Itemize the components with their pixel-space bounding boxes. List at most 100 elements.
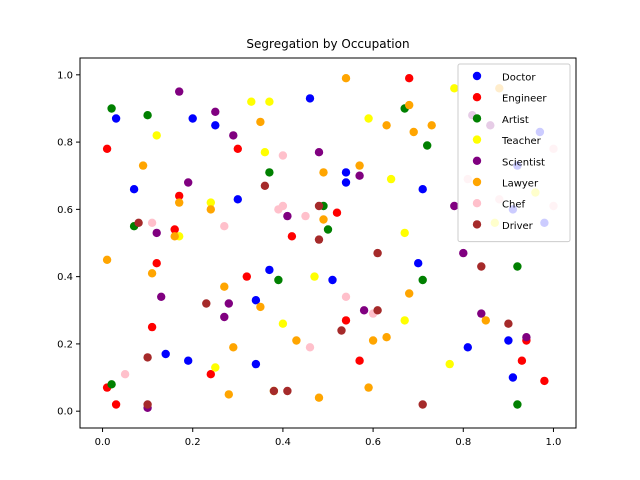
point-doctor-11 <box>328 275 337 285</box>
y-tick-label: 0.4 <box>57 272 73 283</box>
legend-label-doctor: Doctor <box>502 73 536 84</box>
point-lawyer-1 <box>138 161 148 170</box>
point-teacher-5 <box>260 148 270 157</box>
point-chef-1 <box>147 218 157 227</box>
legend-marker-engineer <box>472 93 482 102</box>
point-doctor-14 <box>414 259 423 268</box>
point-chef-0 <box>120 370 130 379</box>
point-driver-13 <box>477 262 486 271</box>
point-lawyer-7 <box>224 390 233 399</box>
point-driver-0 <box>134 218 143 227</box>
point-teacher-11 <box>386 174 396 184</box>
x-axis: 0.0 0.2 0.4 0.6 0.8 1.0 <box>95 428 562 448</box>
point-driver-5 <box>269 386 279 396</box>
point-artist-1 <box>107 104 116 113</box>
point-engineer-1 <box>102 144 112 153</box>
point-engineer-4 <box>152 259 161 268</box>
point-doctor-8 <box>251 359 261 369</box>
point-teacher-3 <box>211 363 220 372</box>
point-doctor-13 <box>341 168 351 177</box>
legend-box <box>457 63 571 243</box>
point-scientist-18 <box>522 333 531 342</box>
point-engineer-12 <box>341 316 351 325</box>
legend-marker-chef <box>472 199 482 208</box>
point-doctor-15 <box>418 185 427 194</box>
point-artist-5 <box>274 275 283 285</box>
point-lawyer-11 <box>292 336 301 345</box>
legend-marker-doctor <box>472 71 482 81</box>
point-lawyer-2 <box>147 269 157 278</box>
point-teacher-13 <box>400 316 409 325</box>
legend: Doctor Engineer Artist Teacher Scientist Lawy… <box>457 63 571 243</box>
point-scientist-2 <box>157 292 166 301</box>
point-engineer-6 <box>175 191 184 201</box>
point-driver-3 <box>202 299 211 308</box>
legend-marker-teacher <box>472 135 482 144</box>
y-tick-label: 0.6 <box>57 205 73 216</box>
point-lawyer-21 <box>405 289 414 298</box>
point-lawyer-12 <box>314 393 324 402</box>
point-engineer-2 <box>111 400 121 409</box>
point-doctor-1 <box>129 185 139 194</box>
x-tick-label: 0.6 <box>365 437 381 448</box>
point-teacher-15 <box>450 84 459 93</box>
point-driver-6 <box>283 386 292 396</box>
point-teacher-10 <box>364 114 373 123</box>
x-tick-label: 0.8 <box>455 437 471 448</box>
point-teacher-14 <box>445 359 454 369</box>
point-artist-4 <box>265 168 274 177</box>
point-lawyer-20 <box>382 121 391 130</box>
point-scientist-7 <box>224 299 233 308</box>
point-driver-2 <box>143 400 152 409</box>
y-tick-label: 0.0 <box>57 407 73 418</box>
point-engineer-14 <box>405 74 414 83</box>
y-tick-label: 1.0 <box>57 70 73 81</box>
legend-marker-driver <box>472 220 482 229</box>
point-lawyer-9 <box>256 302 265 312</box>
point-doctor-5 <box>211 121 220 130</box>
point-engineer-3 <box>147 322 157 332</box>
point-scientist-10 <box>314 148 324 157</box>
point-lawyer-5 <box>206 205 215 214</box>
point-artist-12 <box>513 262 522 271</box>
legend-label-chef: Chef <box>502 200 525 211</box>
point-teacher-2 <box>206 198 215 207</box>
point-engineer-9 <box>242 272 251 281</box>
point-lawyer-4 <box>175 198 184 207</box>
point-chef-7 <box>305 343 315 352</box>
point-engineer-5 <box>170 225 179 234</box>
point-lawyer-18 <box>368 336 378 345</box>
point-scientist-16 <box>477 309 486 318</box>
point-driver-11 <box>373 248 382 258</box>
legend-marker-scientist <box>472 156 482 165</box>
point-lawyer-24 <box>427 121 436 130</box>
point-scientist-11 <box>355 171 364 180</box>
point-driver-1 <box>143 353 152 362</box>
point-doctor-17 <box>504 336 513 345</box>
legend-label-driver: Driver <box>502 221 534 232</box>
point-lawyer-19 <box>382 333 391 342</box>
point-engineer-8 <box>233 144 242 153</box>
x-tick-label: 1.0 <box>546 437 562 448</box>
point-driver-4 <box>260 181 270 190</box>
point-scientist-14 <box>459 248 468 258</box>
point-scientist-8 <box>229 131 238 140</box>
point-artist-0 <box>107 380 116 389</box>
point-chef-8 <box>341 292 351 301</box>
legend-label-lawyer: Lawyer <box>502 179 539 190</box>
point-scientist-6 <box>220 312 229 322</box>
y-tick-label: 0.8 <box>57 138 73 149</box>
point-doctor-0 <box>111 114 121 123</box>
legend-label-engineer: Engineer <box>502 94 547 105</box>
point-doctor-10 <box>305 94 315 103</box>
point-doctor-3 <box>184 356 193 365</box>
point-scientist-12 <box>359 306 369 315</box>
point-lawyer-0 <box>102 255 112 264</box>
point-doctor-16 <box>463 343 472 352</box>
legend-marker-lawyer <box>472 177 482 187</box>
point-lawyer-10 <box>256 117 265 127</box>
point-engineer-7 <box>206 370 215 379</box>
point-chef-2 <box>220 222 229 231</box>
point-doctor-2 <box>161 349 170 359</box>
